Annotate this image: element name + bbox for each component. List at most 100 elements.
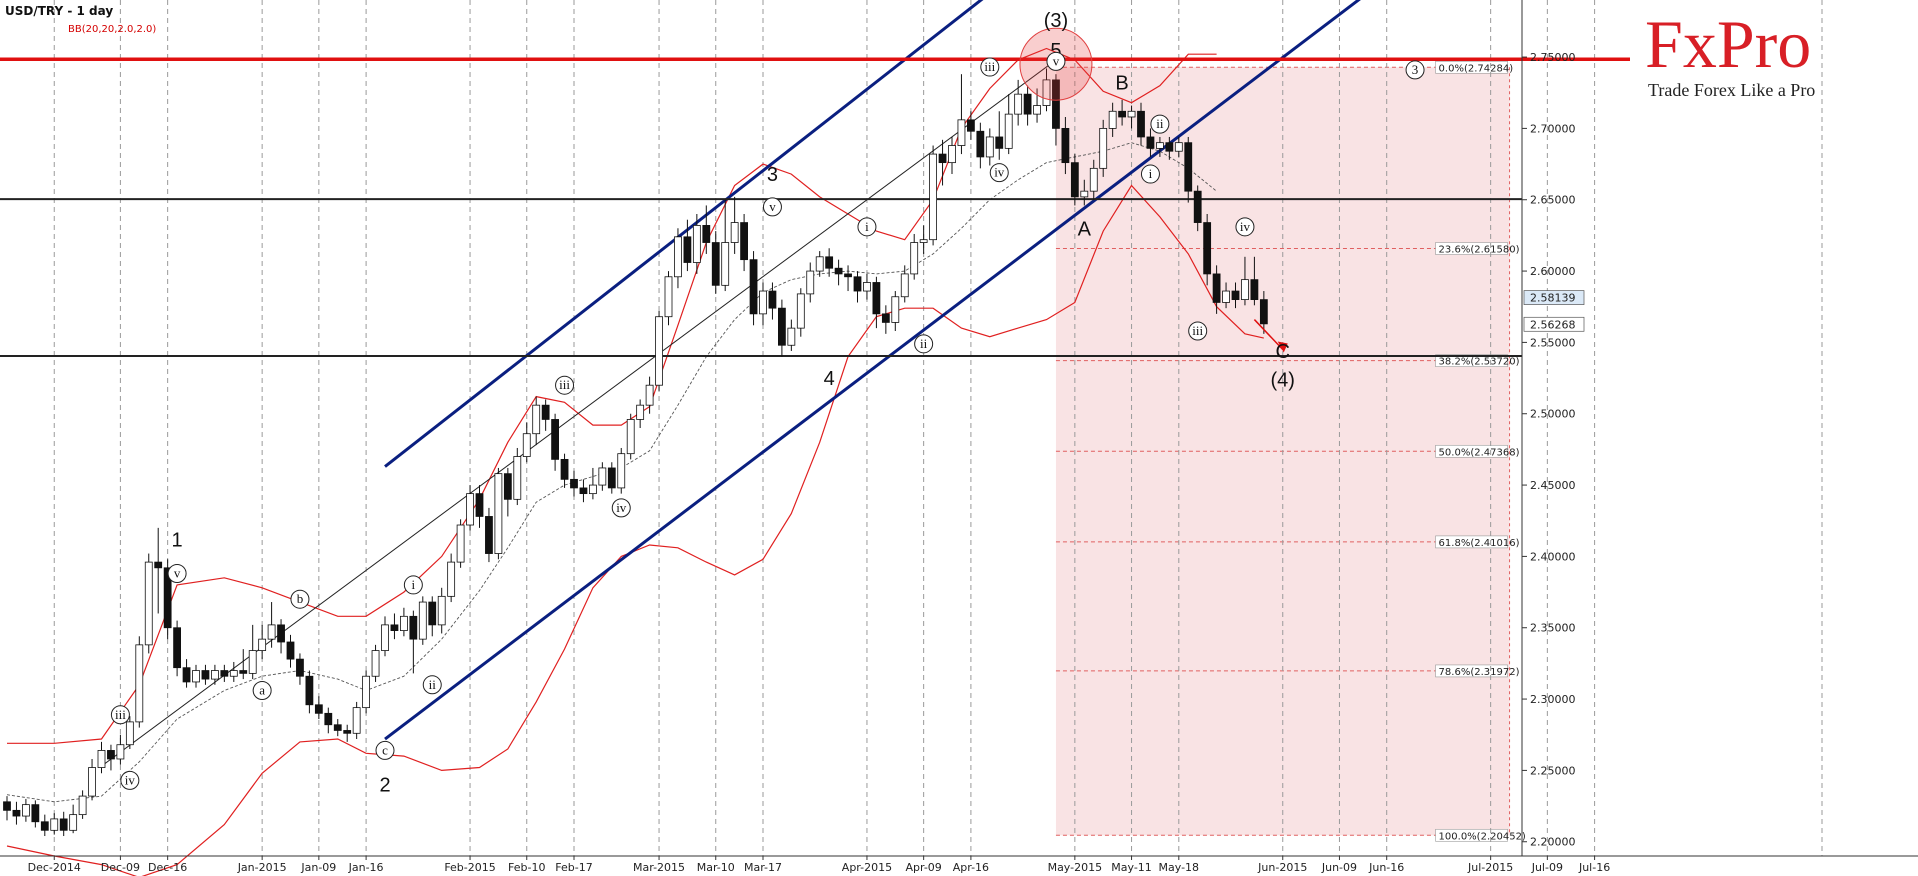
- candle-body: [985, 136, 994, 158]
- candle-body: [995, 136, 1004, 149]
- candle-body: [796, 293, 805, 329]
- candle-body: [891, 296, 900, 323]
- wave-label: ii: [429, 677, 437, 692]
- candle-body: [1014, 93, 1023, 115]
- candle-body: [702, 225, 711, 243]
- fibonacci-zone: 0.0%(2.74284) 23.6%(2.61580) 38.2%(2.53720…: [1055, 60, 1526, 842]
- wave-label: v: [769, 199, 776, 214]
- candle-body: [333, 724, 342, 731]
- brand-logo: FxPro: [1645, 6, 1811, 82]
- wave-label-circle: [167, 564, 187, 584]
- candle-body: [1165, 142, 1174, 152]
- wave-label: iv: [1240, 219, 1251, 234]
- candle-body: [50, 818, 59, 831]
- candle-body: [324, 712, 333, 726]
- x-tick-label: Dec-09: [101, 861, 140, 874]
- candle-body: [1089, 167, 1098, 192]
- channel-mid-line: [101, 59, 1057, 767]
- wave-label-circle: [1140, 164, 1160, 184]
- candle-body: [778, 307, 786, 346]
- candle-body: [447, 561, 456, 597]
- candle-body: [853, 276, 862, 292]
- wave-label: v: [174, 566, 181, 581]
- y-tick-label: 2.35000: [1530, 622, 1576, 635]
- candle-body: [1231, 290, 1240, 301]
- x-tick-label: Jul-16: [1578, 861, 1610, 874]
- candle-body: [314, 704, 323, 714]
- candle-body: [1174, 142, 1183, 152]
- candle-body: [541, 404, 550, 420]
- candle-body: [900, 273, 909, 298]
- candle-body: [787, 327, 796, 346]
- wave-label: 1: [172, 529, 183, 551]
- wave-label: b: [297, 591, 304, 606]
- wave-label: (4): [1271, 369, 1295, 391]
- candle-body: [522, 433, 531, 457]
- candlesticks: [3, 68, 1268, 837]
- candle-body: [390, 624, 399, 631]
- grid-lines: [53, 0, 1823, 856]
- candle-body: [494, 473, 503, 554]
- candle-body: [503, 473, 512, 500]
- x-tick-label: Feb-17: [555, 861, 592, 874]
- wave-labels: 1viiiivabc2iiiiiiiv3v4iiiiiiiv(3)5vABiii…: [110, 10, 1425, 797]
- fib-level-label: 23.6%(2.61580): [1439, 245, 1520, 256]
- candle-body: [1033, 105, 1041, 115]
- candle-body: [399, 615, 408, 631]
- candle-body: [740, 222, 748, 261]
- candle-body: [579, 487, 588, 495]
- fib-level-label: 0.0%(2.74284): [1439, 63, 1514, 74]
- candle-body: [154, 561, 163, 569]
- wave-label-circle: [120, 770, 140, 790]
- projection-arrow-head: [1277, 341, 1288, 353]
- x-tick-label: Mar-10: [697, 861, 735, 874]
- x-tick-label: Feb-2015: [444, 861, 495, 874]
- candle-body: [589, 484, 597, 495]
- wave-label-circle: [555, 375, 575, 395]
- fib-level-label: 78.6%(2.31972): [1439, 667, 1520, 678]
- candle-body: [560, 458, 569, 480]
- candle-body: [31, 804, 40, 823]
- candle-body: [466, 493, 474, 526]
- projection-arrow-line: [1253, 319, 1284, 351]
- candle-body: [69, 814, 78, 831]
- wave-label: (3): [1044, 10, 1068, 32]
- candle-body: [248, 650, 257, 674]
- channel-lower-line: [384, 0, 1361, 741]
- wave-label: iii: [559, 377, 570, 392]
- wave-label: iv: [616, 500, 627, 515]
- candle-body: [768, 290, 777, 309]
- candle-body: [1241, 279, 1249, 301]
- candle-body: [863, 282, 871, 292]
- candle-body: [1222, 290, 1230, 303]
- candle-body: [21, 804, 30, 817]
- candle-body: [844, 273, 852, 278]
- fib-level-label: 100.0%(2.20452): [1439, 831, 1526, 842]
- brand-tagline: Trade Forex Like a Pro: [1648, 80, 1815, 100]
- candle-body: [1184, 142, 1193, 192]
- x-tick-label: Jan-16: [348, 861, 384, 874]
- candle-body: [513, 456, 522, 500]
- candle-body: [711, 242, 720, 286]
- candle-body: [1137, 110, 1145, 138]
- candle-body: [815, 256, 824, 272]
- wave-label-circle: [1405, 60, 1425, 80]
- candle-body: [626, 419, 635, 455]
- wave-label-circle: [1046, 51, 1066, 71]
- candle-body: [607, 467, 616, 489]
- x-tick-label: Mar-2015: [633, 861, 685, 874]
- wave-label: v: [1053, 53, 1060, 68]
- candle-body: [1061, 127, 1070, 164]
- candle-body: [210, 670, 219, 680]
- indicator-label: BB(20,20,2.0,2.0): [68, 24, 156, 35]
- candle-body: [381, 624, 389, 651]
- candle-body: [437, 595, 446, 626]
- wave-label-circle: [980, 57, 1000, 77]
- wave-label: ii: [1156, 116, 1164, 131]
- candle-body: [1070, 162, 1079, 198]
- wave-label: i: [865, 219, 869, 234]
- x-tick-label: Apr-2015: [842, 861, 892, 874]
- y-tick-label: 2.45000: [1530, 479, 1576, 492]
- chart-title: USD/TRY - 1 day: [5, 4, 113, 18]
- candle-body: [1250, 279, 1259, 301]
